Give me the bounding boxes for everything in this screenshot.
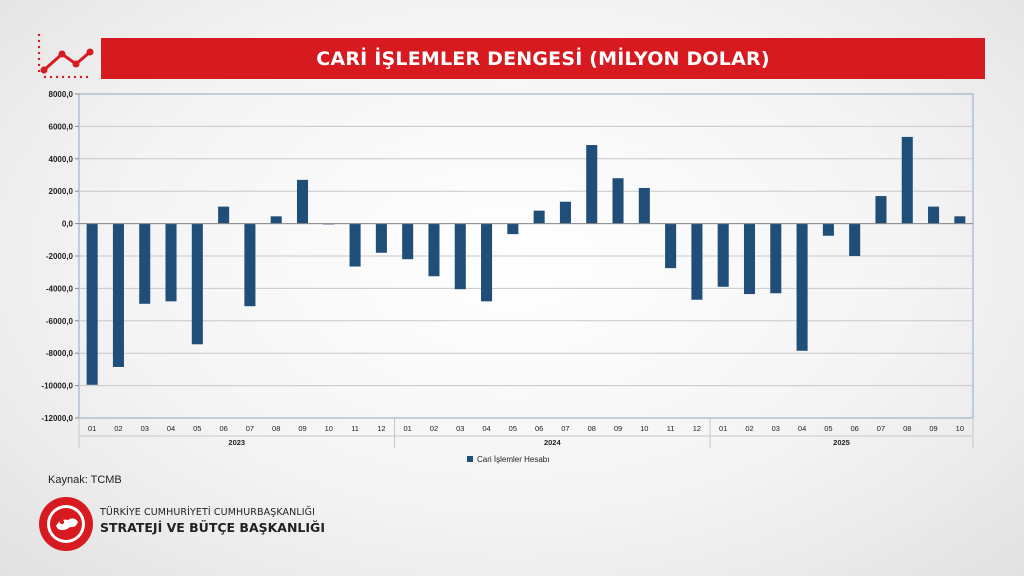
bar <box>86 223 98 385</box>
x-tick-label: 05 <box>824 424 832 433</box>
y-tick-label: -4000,0 <box>46 284 74 293</box>
source-note: Kaynak: TCMB <box>48 474 122 486</box>
bar <box>139 223 151 304</box>
x-tick-label: 04 <box>167 424 175 433</box>
bar <box>559 201 571 224</box>
bar <box>507 223 519 235</box>
y-tick-label: 8000,0 <box>49 90 74 99</box>
x-tick-label: 09 <box>614 424 622 433</box>
x-tick-label: 05 <box>509 424 517 433</box>
x-tick-label: 06 <box>219 424 227 433</box>
bar <box>218 206 230 224</box>
bar <box>165 223 177 302</box>
x-tick-label: 02 <box>745 424 753 433</box>
bar <box>717 223 729 287</box>
year-label: 2023 <box>228 438 245 447</box>
y-tick-label: 4000,0 <box>49 155 74 164</box>
y-tick-label: 6000,0 <box>49 122 74 131</box>
x-tick-label: 12 <box>693 424 701 433</box>
bar <box>691 223 703 300</box>
year-label: 2025 <box>833 438 850 447</box>
bar <box>112 223 124 367</box>
bar <box>612 178 624 224</box>
line-chart-icon <box>37 33 94 79</box>
bar <box>296 179 309 224</box>
bar <box>586 145 598 224</box>
bar <box>849 223 861 256</box>
x-tick-label: 11 <box>667 424 675 433</box>
x-tick-label: 08 <box>903 424 911 433</box>
x-tick-label: 07 <box>246 424 254 433</box>
x-tick-label: 01 <box>88 424 96 433</box>
x-tick-label: 03 <box>141 424 149 433</box>
x-tick-label: 10 <box>640 424 648 433</box>
bar <box>270 216 282 224</box>
legend-swatch <box>467 456 473 462</box>
y-tick-label: -8000,0 <box>46 349 74 358</box>
x-tick-label: 05 <box>193 424 201 433</box>
legend-label: Cari İşlemler Hesabı <box>477 455 549 464</box>
chart-title: CARİ İŞLEMLER DENGESİ (MİLYON DOLAR) <box>101 38 985 79</box>
x-tick-label: 04 <box>798 424 806 433</box>
bar <box>533 210 545 224</box>
bar <box>244 223 256 307</box>
y-tick-label: -2000,0 <box>46 252 74 261</box>
x-tick-label: 01 <box>719 424 727 433</box>
x-tick-label: 10 <box>956 424 964 433</box>
bar <box>822 223 834 236</box>
x-tick-label: 09 <box>929 424 937 433</box>
x-tick-label: 04 <box>482 424 490 433</box>
bar <box>638 187 650 224</box>
org-name-line1: TÜRKİYE CUMHURİYETİ CUMHURBAŞKANLIĞI <box>100 507 315 518</box>
x-tick-label: 06 <box>851 424 859 433</box>
seal-logo-icon <box>39 497 93 551</box>
x-tick-label: 12 <box>377 424 385 433</box>
bar <box>770 223 782 294</box>
x-tick-label: 07 <box>561 424 569 433</box>
bar <box>928 206 940 224</box>
bar <box>665 223 677 269</box>
x-tick-label: 08 <box>588 424 596 433</box>
x-tick-label: 10 <box>325 424 333 433</box>
bar <box>875 196 887 224</box>
x-tick-label: 02 <box>430 424 438 433</box>
y-tick-label: -10000,0 <box>41 382 73 391</box>
y-tick-label: -6000,0 <box>46 317 74 326</box>
bar <box>402 223 414 260</box>
x-tick-label: 11 <box>351 424 359 433</box>
x-tick-label: 09 <box>298 424 306 433</box>
x-tick-label: 07 <box>877 424 885 433</box>
bar <box>375 223 387 253</box>
bar <box>428 223 440 277</box>
y-tick-label: 0,0 <box>62 220 74 229</box>
x-tick-label: 01 <box>404 424 412 433</box>
bar <box>349 223 361 267</box>
x-tick-label: 03 <box>772 424 780 433</box>
x-tick-label: 06 <box>535 424 543 433</box>
bar <box>454 223 466 290</box>
x-tick-label: 03 <box>456 424 464 433</box>
bar <box>743 223 756 295</box>
org-name-line2: STRATEJİ VE BÜTÇE BAŞKANLIĞI <box>100 520 325 535</box>
x-tick-label: 02 <box>114 424 122 433</box>
y-tick-label: 2000,0 <box>49 187 74 196</box>
bar <box>954 216 966 224</box>
bar <box>901 136 913 224</box>
year-label: 2024 <box>544 438 562 447</box>
bar <box>191 223 203 345</box>
y-tick-label: -12000,0 <box>41 414 73 423</box>
x-tick-label: 08 <box>272 424 280 433</box>
bar <box>481 223 493 302</box>
bar <box>796 223 808 351</box>
